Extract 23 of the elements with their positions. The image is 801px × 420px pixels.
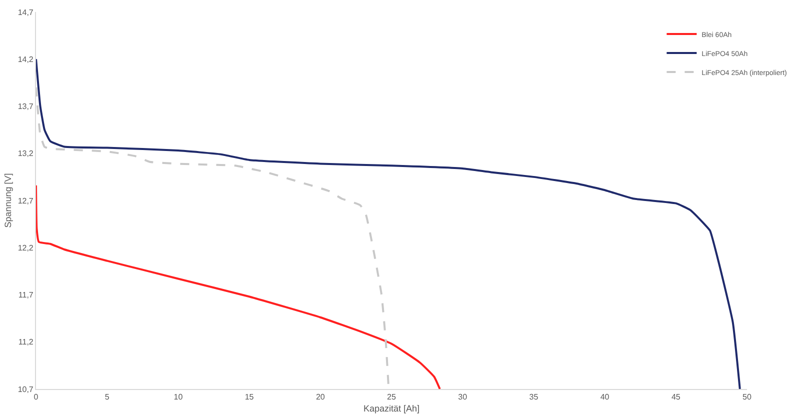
x-tick-label: 45 [671,392,681,402]
y-tick-label: 14,7 [18,8,34,17]
line-series [36,184,441,389]
y-tick-label: 13,7 [18,102,34,112]
x-tick-label: 25 [387,392,396,402]
x-tick-label: 40 [600,392,610,402]
y-axis-title: Spannung [V] [3,173,14,228]
x-tick-label: 50 [742,392,752,402]
x-tick-label: 5 [104,392,110,402]
y-tick-label: 12,7 [18,196,34,206]
x-tick-label: 15 [244,392,254,402]
y-tick-label: 11,2 [18,338,34,347]
y-tick-label: 10,7 [18,384,34,394]
y-tick-label: 13,2 [18,149,34,158]
x-axis-title: Kapazität [Ah] [363,403,420,414]
x-tick-label: 10 [174,392,184,402]
x-tick-label: 30 [458,392,468,402]
x-tick-label: 0 [34,392,39,402]
x-tick-label: 20 [316,392,326,402]
y-tick-label: 11,7 [18,290,34,300]
y-tick-label: 12,2 [18,243,34,252]
y-tick-label: 14,2 [18,54,34,64]
x-tick-label: 35 [529,392,539,402]
